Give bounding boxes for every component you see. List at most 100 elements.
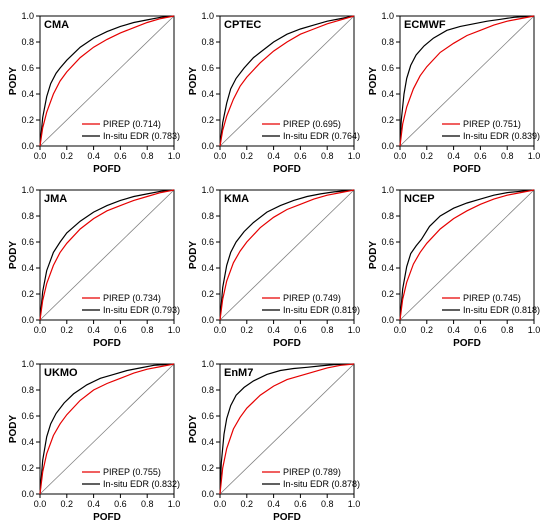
svg-text:0.0: 0.0 xyxy=(201,315,214,325)
svg-text:0.4: 0.4 xyxy=(381,89,394,99)
svg-text:0.2: 0.2 xyxy=(21,463,34,473)
panel-title: EnM7 xyxy=(224,367,253,379)
panel-title: CPTEC xyxy=(224,19,261,31)
svg-text:0.8: 0.8 xyxy=(501,151,514,161)
svg-text:1.0: 1.0 xyxy=(348,151,361,161)
svg-text:0.4: 0.4 xyxy=(21,263,34,273)
legend-pirep: PIREP (0.789) xyxy=(283,467,341,477)
x-axis-label: POFD xyxy=(273,512,301,523)
legend: PIREP (0.695) In-situ EDR (0.764) xyxy=(262,119,360,141)
svg-text:0.0: 0.0 xyxy=(34,151,47,161)
legend-pirep: PIREP (0.745) xyxy=(463,293,521,303)
svg-text:0.4: 0.4 xyxy=(201,437,214,447)
legend: PIREP (0.745) In-situ EDR (0.818) xyxy=(442,293,540,315)
svg-text:0.0: 0.0 xyxy=(214,325,227,335)
svg-text:0.4: 0.4 xyxy=(87,151,100,161)
svg-text:0.6: 0.6 xyxy=(201,63,214,73)
y-axis-label: PODY xyxy=(8,415,19,444)
svg-text:0.2: 0.2 xyxy=(201,289,214,299)
svg-text:1.0: 1.0 xyxy=(21,185,34,195)
svg-text:0.6: 0.6 xyxy=(114,325,127,335)
svg-text:0.4: 0.4 xyxy=(381,263,394,273)
panel-jma: 0.00.00.20.20.40.40.60.60.80.81.01.0 JMA… xyxy=(6,180,184,352)
svg-text:0.4: 0.4 xyxy=(447,151,460,161)
legend: PIREP (0.751) In-situ EDR (0.839) xyxy=(442,119,540,141)
svg-text:0.8: 0.8 xyxy=(21,37,34,47)
svg-text:0.8: 0.8 xyxy=(141,325,154,335)
svg-text:0.0: 0.0 xyxy=(21,141,34,151)
svg-text:0.6: 0.6 xyxy=(21,63,34,73)
legend-edr: In-situ EDR (0.818) xyxy=(463,305,540,315)
y-axis-label: PODY xyxy=(188,241,199,270)
legend-pirep: PIREP (0.751) xyxy=(463,119,521,129)
svg-text:0.2: 0.2 xyxy=(61,325,74,335)
svg-text:0.2: 0.2 xyxy=(201,115,214,125)
svg-text:0.4: 0.4 xyxy=(21,437,34,447)
roc-chart: 0.00.00.20.20.40.40.60.60.80.81.01.0 ECM… xyxy=(366,6,544,178)
legend: PIREP (0.734) In-situ EDR (0.793) xyxy=(82,293,180,315)
svg-text:0.6: 0.6 xyxy=(21,411,34,421)
panel-title: ECMWF xyxy=(404,19,446,31)
svg-text:0.4: 0.4 xyxy=(267,499,280,509)
svg-text:0.4: 0.4 xyxy=(87,325,100,335)
svg-text:0.2: 0.2 xyxy=(421,151,434,161)
svg-text:0.2: 0.2 xyxy=(61,151,74,161)
svg-text:1.0: 1.0 xyxy=(21,11,34,21)
svg-text:0.6: 0.6 xyxy=(294,325,307,335)
panel-cptec: 0.00.00.20.20.40.40.60.60.80.81.01.0 CPT… xyxy=(186,6,364,178)
svg-text:0.6: 0.6 xyxy=(474,151,487,161)
svg-text:0.8: 0.8 xyxy=(21,211,34,221)
x-axis-label: POFD xyxy=(93,338,121,349)
legend: PIREP (0.714) In-situ EDR (0.783) xyxy=(82,119,180,141)
svg-text:0.4: 0.4 xyxy=(87,499,100,509)
y-axis-label: PODY xyxy=(8,241,19,270)
svg-text:0.4: 0.4 xyxy=(267,325,280,335)
svg-text:1.0: 1.0 xyxy=(348,325,361,335)
roc-chart: 0.00.00.20.20.40.40.60.60.80.81.01.0 KMA… xyxy=(186,180,364,352)
svg-text:0.2: 0.2 xyxy=(381,115,394,125)
svg-text:0.0: 0.0 xyxy=(214,151,227,161)
roc-chart: 0.00.00.20.20.40.40.60.60.80.81.01.0 JMA… xyxy=(6,180,184,352)
svg-text:0.6: 0.6 xyxy=(201,237,214,247)
legend-edr: In-situ EDR (0.878) xyxy=(283,479,360,489)
x-axis-label: POFD xyxy=(93,164,121,175)
svg-text:1.0: 1.0 xyxy=(201,11,214,21)
svg-text:0.8: 0.8 xyxy=(21,385,34,395)
svg-text:0.8: 0.8 xyxy=(201,211,214,221)
y-axis-label: PODY xyxy=(368,241,379,270)
legend-edr: In-situ EDR (0.764) xyxy=(283,131,360,141)
svg-text:0.0: 0.0 xyxy=(21,315,34,325)
svg-text:0.6: 0.6 xyxy=(381,237,394,247)
legend-pirep: PIREP (0.714) xyxy=(103,119,161,129)
svg-text:1.0: 1.0 xyxy=(348,499,361,509)
svg-text:0.8: 0.8 xyxy=(321,151,334,161)
svg-text:0.6: 0.6 xyxy=(294,499,307,509)
svg-text:0.6: 0.6 xyxy=(114,151,127,161)
svg-text:0.4: 0.4 xyxy=(201,263,214,273)
svg-text:0.0: 0.0 xyxy=(394,151,407,161)
y-axis-label: PODY xyxy=(8,67,19,96)
svg-text:0.0: 0.0 xyxy=(214,499,227,509)
legend-pirep: PIREP (0.734) xyxy=(103,293,161,303)
legend: PIREP (0.789) In-situ EDR (0.878) xyxy=(262,467,360,489)
panel-cma: 0.00.00.20.20.40.40.60.60.80.81.01.0 CMA… xyxy=(6,6,184,178)
svg-text:0.8: 0.8 xyxy=(501,325,514,335)
svg-text:0.0: 0.0 xyxy=(381,315,394,325)
legend-pirep: PIREP (0.749) xyxy=(283,293,341,303)
legend-pirep: PIREP (0.755) xyxy=(103,467,161,477)
roc-chart: 0.00.00.20.20.40.40.60.60.80.81.01.0 CPT… xyxy=(186,6,364,178)
svg-text:1.0: 1.0 xyxy=(168,151,181,161)
legend: PIREP (0.755) In-situ EDR (0.832) xyxy=(82,467,180,489)
panel-title: KMA xyxy=(224,193,249,205)
svg-text:0.8: 0.8 xyxy=(321,325,334,335)
svg-text:0.2: 0.2 xyxy=(241,499,254,509)
svg-text:0.2: 0.2 xyxy=(21,289,34,299)
svg-text:1.0: 1.0 xyxy=(201,185,214,195)
svg-text:0.0: 0.0 xyxy=(34,499,47,509)
svg-text:1.0: 1.0 xyxy=(201,359,214,369)
panel-title: NCEP xyxy=(404,193,435,205)
svg-text:0.8: 0.8 xyxy=(201,385,214,395)
svg-text:0.6: 0.6 xyxy=(294,151,307,161)
y-axis-label: PODY xyxy=(188,67,199,96)
svg-text:0.0: 0.0 xyxy=(201,489,214,499)
